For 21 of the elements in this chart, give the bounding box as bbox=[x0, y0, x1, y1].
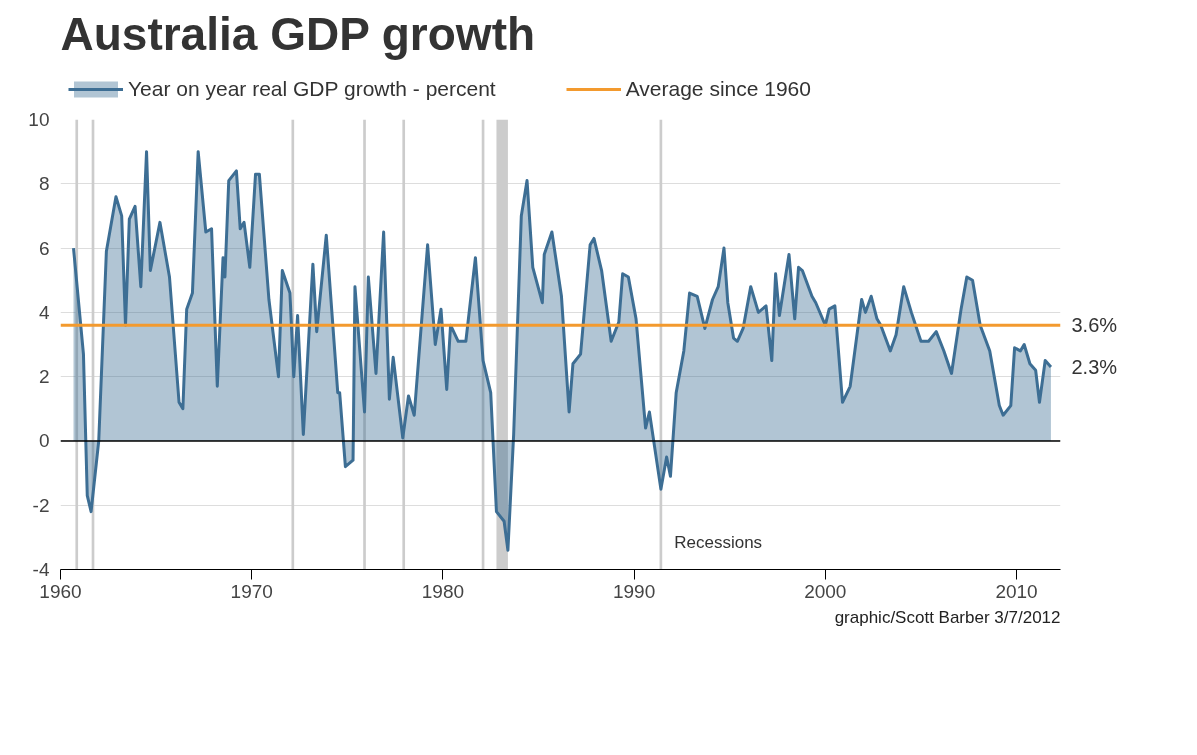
y-tick-label: 6 bbox=[38, 237, 50, 259]
band-label: Recessions bbox=[674, 532, 763, 552]
x-tick-label: 2010 bbox=[995, 580, 1038, 602]
x-tick-label: 1970 bbox=[230, 580, 273, 602]
chart-title: Australia GDP growth bbox=[60, 7, 536, 60]
y-tick-label: 2 bbox=[38, 366, 50, 388]
x-tick-label: 1990 bbox=[612, 580, 656, 602]
x-tick-label: 1960 bbox=[39, 580, 82, 602]
y-tick-label: 10 bbox=[28, 109, 50, 130]
legend-label: Average since 1960 bbox=[625, 77, 811, 101]
y-tick-label: 0 bbox=[38, 430, 50, 452]
y-tick-label: -2 bbox=[32, 494, 50, 516]
x-tick-label: 2000 bbox=[804, 580, 847, 602]
annotation: 3.6% bbox=[1071, 314, 1118, 337]
y-tick-label: 4 bbox=[38, 301, 50, 323]
y-tick-label: -4 bbox=[32, 559, 50, 580]
legend-label: Year on year real GDP growth - percent bbox=[128, 77, 496, 101]
y-tick-label: 8 bbox=[38, 173, 50, 195]
text: graphic/Scott Barber 3/7/2012 bbox=[834, 607, 1061, 627]
data-label: 2.3% bbox=[1071, 356, 1118, 378]
x-tick-label: 1980 bbox=[421, 580, 465, 602]
